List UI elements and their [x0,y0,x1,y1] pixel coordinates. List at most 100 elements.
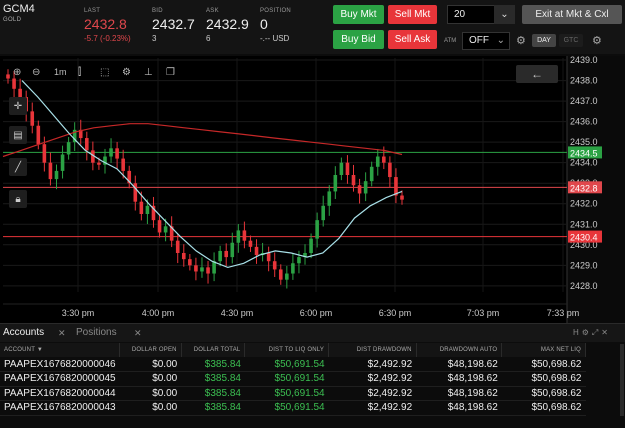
x-tick-label: 6:30 pm [379,308,412,318]
draw-line-icon[interactable]: ╱ [9,158,27,176]
table-body: PAAPEX1676820000046 $0.00 $385.84 $50,691.5… [0,357,586,416]
maximize-icon[interactable]: ⤢ [591,328,602,337]
gear-icon[interactable]: ⚙ [581,328,592,337]
y-tick-label: 2431.0 [570,219,598,229]
price-line-tag [568,230,602,243]
exit-market-cancel-button[interactable]: Exit at Mkt & Cxl [522,5,622,24]
candle-body [236,230,241,243]
candle-body [254,246,259,256]
notes-icon[interactable]: ▤ [9,126,27,144]
candle-body [369,166,374,182]
tif-gtc-button[interactable]: GTC [559,34,583,47]
column-header[interactable]: DIST TO LIQ ONLY [244,343,330,357]
table-gutter [586,343,625,428]
column-header[interactable]: MAX NET LIQ [501,343,586,357]
column-header[interactable]: ACCOUNT ▼ [0,343,121,357]
symbol[interactable]: GCM4 [3,3,35,15]
back-arrow-button[interactable]: ← [516,65,558,83]
table-row[interactable]: PAAPEX1676820000046 $0.00 $385.84 $50,691.5… [0,357,586,372]
column-header[interactable]: DOLLAR TOTAL [181,343,246,357]
table-row[interactable]: PAAPEX1676820000044 $0.00 $385.84 $50,691.5… [0,386,586,401]
chart-area[interactable]: 2439.02438.02437.02436.02435.02434.02433… [0,55,625,323]
buy-market-button[interactable]: Buy Mkt [333,5,384,24]
candle-body [212,261,216,274]
interval-button[interactable]: 1m [54,67,67,77]
price-change: -5.7 (-0.23%) [84,34,131,43]
gear-icon[interactable]: ⚙ [592,35,602,47]
price-line-label: 2432.8 [570,183,598,193]
candle-body [18,88,22,97]
candle-body [303,253,307,258]
candle-body [285,273,289,280]
candle-body [388,162,392,178]
panel-controls[interactable]: H⚙⤢✕ [573,328,611,338]
candle-body [169,226,174,241]
table-row[interactable]: PAAPEX1676820000045 $0.00 $385.84 $50,691.5… [0,371,586,387]
tab-accounts[interactable]: Accounts [3,327,45,338]
candle-body [230,242,235,258]
candle-body [242,230,247,241]
column-header[interactable]: DOLLAR OPEN [119,343,182,357]
table-row[interactable]: PAAPEX1676820000043 $0.00 $385.84 $50,691.5… [0,400,586,416]
close-icon[interactable]: ✕ [134,328,142,338]
column-header[interactable]: DRAWDOWN AUTO [416,343,503,357]
table-cell: PAAPEX1676820000046 [0,357,120,372]
candle-body [127,170,132,184]
candle-body [6,74,10,79]
templates-icon[interactable]: ❐ [166,67,175,78]
gear-icon[interactable]: ⚙ [122,67,131,78]
x-tick-label: 7:03 pm [467,308,500,318]
last-label: LAST [84,8,101,14]
column-header[interactable]: DIST DRAWDOWN [328,343,417,357]
candle-body [278,269,283,280]
price-line-tag [568,181,602,194]
close-icon[interactable]: ✕ [58,328,66,338]
close-icon[interactable]: ✕ [601,328,611,337]
bottom-tabs: Accounts ✕ Positions ✕ H⚙⤢✕ [0,323,625,342]
table-cell: PAAPEX1676820000045 [0,371,120,387]
crosshair-icon[interactable]: ✛ [9,97,27,115]
indicators-icon[interactable]: ⊥ [144,67,153,78]
y-tick-label: 2437.0 [570,96,598,106]
table-cell: $48,198.62 [416,386,502,401]
table-cell: $50,691.54 [244,400,329,416]
x-tick-label: 4:00 pm [142,308,175,318]
candle-body [163,226,168,233]
tif-day-button[interactable]: DAY [532,34,556,47]
x-tick-label: 3:30 pm [62,308,95,318]
tab-positions[interactable]: Positions [76,327,117,338]
table-cell: $0.00 [119,400,182,416]
lock-icon[interactable]: 🔒︎ [9,190,27,208]
x-tick-label: 4:30 pm [221,308,254,318]
accounts-table: ACCOUNT ▼ DOLLAR OPEN DOLLAR TOTAL DIST TO … [0,343,586,416]
candle-body [248,240,253,247]
atm-label: ATM [444,38,457,44]
scrollbar[interactable] [620,344,624,416]
sell-ask-button[interactable]: Sell Ask [388,30,437,49]
table-cell: $385.84 [181,400,245,416]
buy-bid-button[interactable]: Buy Bid [333,30,384,49]
table-cell: $385.84 [181,371,245,387]
ask-size: 6 [206,34,211,43]
atm-select[interactable]: OFF ⌄ [462,32,510,50]
zoom-in-icon[interactable]: ⊕ [13,67,22,78]
table-cell: $2,492.92 [328,357,417,372]
candle-body [327,191,332,206]
header-icon[interactable]: H [572,328,582,337]
y-tick-label: 2428.0 [570,281,598,291]
crosshair-box-icon[interactable]: ⬚ [100,67,110,78]
candle-body [333,175,338,192]
candle-body [339,162,344,175]
candle-body [103,156,107,165]
ask-label: ASK [206,8,219,14]
price-chart[interactable]: 2439.02438.02437.02436.02435.02434.02433… [0,55,625,323]
candle-body [133,183,138,202]
candle-body [157,220,162,233]
quantity-dropdown[interactable]: ⌄ [494,5,515,24]
zoom-out-icon[interactable]: ⊖ [32,67,41,78]
gear-icon[interactable]: ⚙ [516,35,526,47]
candle-body [266,253,271,262]
candlestick-icon[interactable]: ⫿ [78,67,82,78]
candle-body [351,175,356,186]
sell-market-button[interactable]: Sell Mkt [388,5,437,24]
